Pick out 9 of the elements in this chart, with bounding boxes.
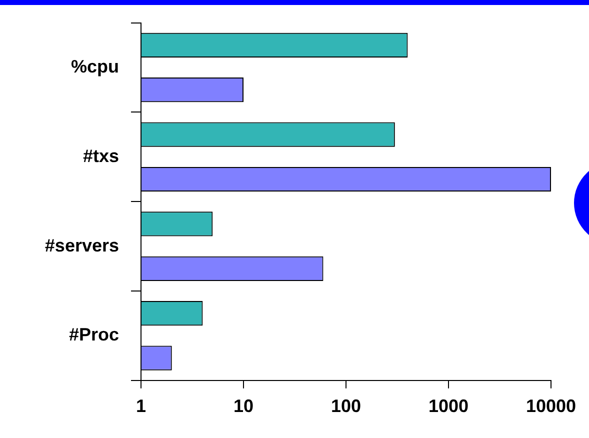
y-tick-label: #txs	[82, 146, 119, 166]
x-tick-label: 1	[136, 396, 146, 416]
x-tick-label: 10	[233, 396, 254, 416]
y-tick-label: #Proc	[68, 324, 119, 345]
y-tick-label: #servers	[44, 235, 119, 256]
y-tick-label: %cpu	[70, 56, 119, 76]
x-tick-label: 1000	[428, 396, 469, 416]
x-tick-label: 10000	[526, 396, 576, 416]
x-tick-label: 100	[330, 396, 362, 416]
